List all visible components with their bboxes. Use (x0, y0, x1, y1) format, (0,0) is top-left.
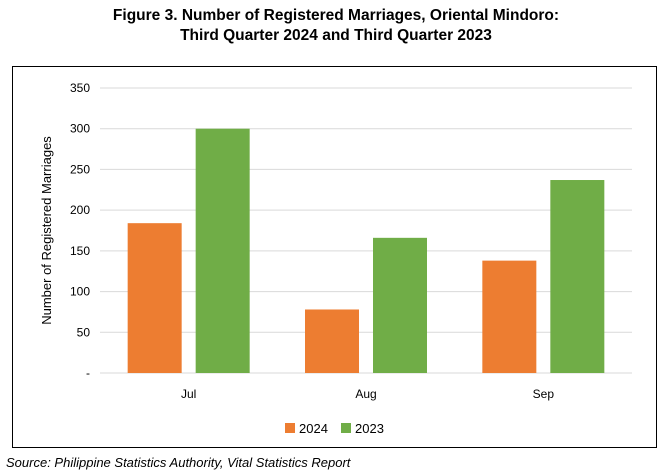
chart-frame (12, 66, 657, 448)
y-tick-label: 100 (70, 285, 90, 299)
bar-2024-aug (305, 309, 359, 373)
bar-2024-jul (127, 223, 182, 373)
x-tick-label: Aug (355, 387, 376, 401)
legend-label-2024: 2024 (299, 421, 328, 436)
y-tick-label: 50 (77, 325, 91, 339)
legend-label-2023: 2023 (355, 421, 384, 436)
y-tick-label: 300 (70, 122, 90, 136)
y-tick-label: 150 (70, 244, 90, 258)
y-tick-label: 200 (70, 203, 90, 217)
source-note: Source: Philippine Statistics Authority,… (6, 455, 351, 470)
title-line-2: Third Quarter 2024 and Third Quarter 202… (180, 27, 492, 44)
x-tick-label: Sep (533, 387, 555, 401)
bar-2023-jul (195, 128, 250, 373)
title-line-1: Figure 3. Number of Registered Marriages… (112, 7, 560, 24)
bar-2023-aug (373, 237, 427, 373)
legend-swatch-2024 (285, 423, 295, 433)
y-tick-label: 350 (70, 81, 90, 95)
y-tick-label: 250 (70, 162, 90, 176)
bar-2023-sep (550, 180, 605, 373)
legend-swatch-2023 (341, 423, 351, 433)
bar-2024-sep (482, 260, 537, 373)
y-tick-label: - (86, 366, 90, 380)
chart-title: Figure 3. Number of Registered Marriages… (0, 6, 672, 46)
y-axis-title: Number of Registered Marriages (39, 136, 54, 325)
x-tick-label: Jul (181, 387, 196, 401)
